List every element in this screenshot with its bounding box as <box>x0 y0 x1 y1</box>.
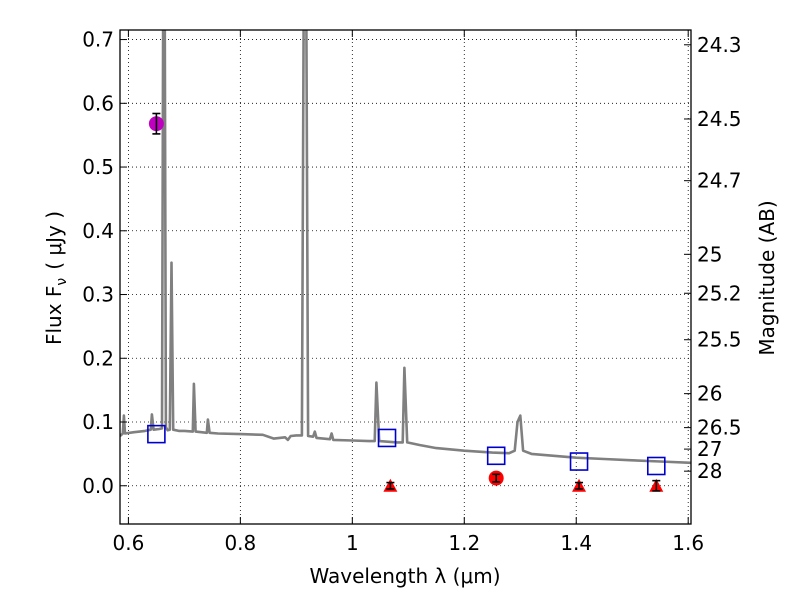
model-photometry-square <box>569 452 589 471</box>
y-axis-left-label: Flux Fν ( μJy ) <box>42 211 70 345</box>
spectrum-line <box>120 30 691 465</box>
y-tick-label: 0.0 <box>82 474 114 498</box>
x-tick-label: 0.8 <box>224 531 256 555</box>
x-tick-label: 1 <box>346 531 359 555</box>
y-label-flux: Flux F <box>42 286 66 345</box>
svg-text:Flux Fν( μJy ): Flux Fν ( μJy ) <box>42 211 70 345</box>
model-photometry-square <box>147 424 166 444</box>
model-photometry-square <box>486 446 506 466</box>
y-tick-label: 0.2 <box>82 346 114 370</box>
y-axis-right-label: Magnitude (AB) <box>755 200 779 355</box>
plot-frame <box>119 29 692 525</box>
x-axis-label: Wavelength λ (μm) <box>309 564 500 588</box>
right-tick-label: 28 <box>697 459 722 483</box>
x-tick-label: 0.6 <box>112 531 144 555</box>
axis-ticks: 0.6 0.8 1 1.2 1.4 1.6 0.0 0.1 0.2 0.3 0.4 0.5 0.6 0.7… <box>82 28 741 555</box>
model-photometry-square <box>646 456 666 476</box>
right-tick-label: 24.5 <box>697 107 742 131</box>
svg-text:Magnitude (AB): Magnitude (AB) <box>755 200 779 355</box>
y-tick-label: 0.6 <box>82 91 114 115</box>
x-tick-label: 1.2 <box>448 531 480 555</box>
right-tick-label: 25 <box>697 242 722 266</box>
right-tick-label: 26.5 <box>697 416 742 440</box>
right-tick-label: 25.5 <box>697 328 742 352</box>
data-points <box>147 112 666 492</box>
y-tick-label: 0.1 <box>82 410 114 434</box>
grid-lines <box>120 30 691 524</box>
right-tick-label: 24.7 <box>697 169 742 193</box>
right-tick-label: 27 <box>697 437 722 461</box>
model-photometry-square <box>377 428 397 448</box>
model-spectrum <box>120 30 691 465</box>
right-tick-label: 24.3 <box>697 33 742 57</box>
right-tick-label: 25.2 <box>697 281 742 305</box>
x-tick-label: 1.4 <box>560 531 592 555</box>
y-tick-label: 0.4 <box>82 219 114 243</box>
y-tick-label: 0.5 <box>82 155 114 179</box>
y-tick-label: 0.7 <box>82 28 114 52</box>
right-tick-label: 26 <box>697 382 722 406</box>
y-label-unit: ( μJy ) <box>42 211 66 270</box>
y-tick-label: 0.3 <box>82 283 114 307</box>
y-label-nu: ν <box>54 278 70 286</box>
x-tick-label: 1.6 <box>672 531 704 555</box>
